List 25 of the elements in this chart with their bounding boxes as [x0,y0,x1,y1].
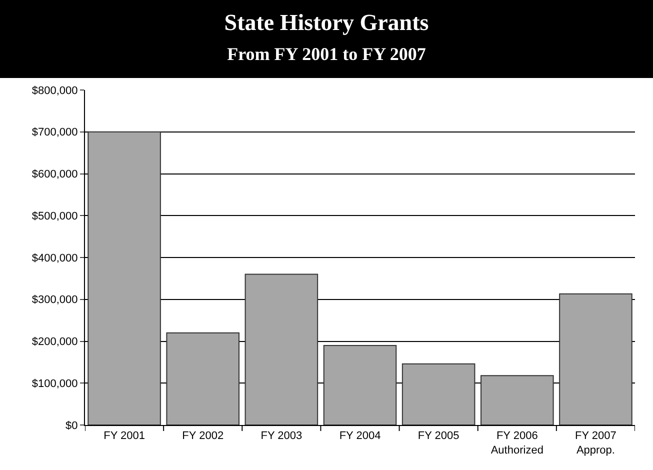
y-tick-label: $300,000 [32,294,78,306]
bar [402,363,476,425]
y-tick-label: $700,000 [32,126,78,139]
x-tick-label: FY 2005 [418,430,460,442]
chart-title: State History Grants [224,10,429,35]
bar [323,344,397,425]
bar [480,375,554,425]
y-tick-label: $0 [66,420,78,432]
x-tick-label: FY 2007 Approp. [575,430,616,456]
bar [88,131,161,425]
x-tick-label: FY 2001 [104,430,145,442]
y-tick-label: $500,000 [32,210,78,222]
chart-subtitle: From FY 2001 to FY 2007 [227,44,426,64]
bar [166,332,240,425]
x-tick-label: FY 2002 [182,430,224,442]
bar [244,274,318,425]
y-tick-label: $200,000 [32,336,78,348]
bar [559,293,632,425]
y-tick-label: $800,000 [32,84,78,97]
x-tick-label: FY 2006 Authorized [490,430,544,456]
y-tick-label: $600,000 [32,168,78,181]
y-tick-label: $100,000 [32,378,78,390]
x-tick-label: FY 2004 [339,430,381,442]
y-tick-label: $400,000 [32,252,78,264]
x-tick-label: FY 2003 [260,430,302,442]
